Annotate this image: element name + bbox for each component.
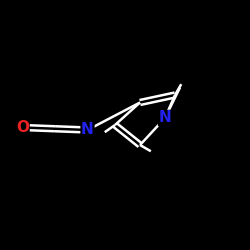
- Text: N: N: [159, 110, 172, 126]
- Text: O: O: [16, 120, 29, 135]
- Text: N: N: [81, 122, 94, 138]
